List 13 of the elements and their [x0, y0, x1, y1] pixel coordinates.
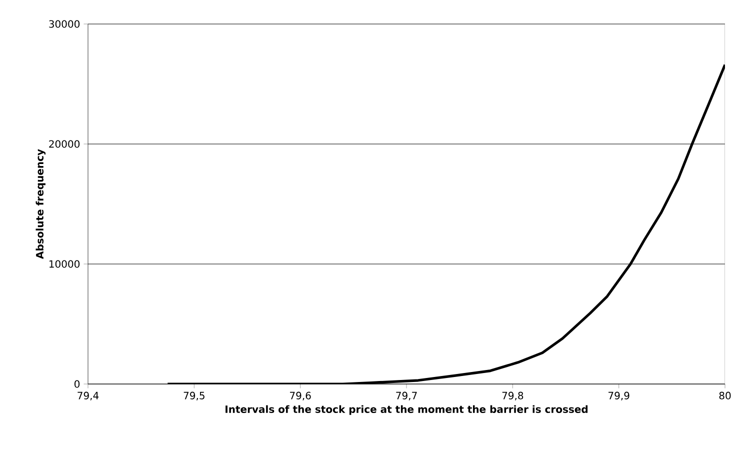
y-tick-label: 20000	[49, 140, 80, 148]
x-tick-label: 80	[719, 392, 731, 400]
y-tick-label: 30000	[49, 20, 80, 28]
y-axis-title: Absolute frequency	[36, 149, 46, 259]
x-tick-label: 79,6	[290, 392, 311, 400]
x-tick-label: 79,8	[502, 392, 524, 400]
x-axis-title: Intervals of the stock price at the moment the barrier is crossed	[226, 405, 588, 415]
y-tick-label: 10000	[49, 260, 80, 268]
y-tick-label: 0	[74, 380, 80, 388]
x-tick-label: 79,4	[78, 392, 99, 400]
x-tick-label: 79,9	[608, 392, 630, 400]
x-tick-label: 79,5	[184, 392, 204, 400]
x-tick-label: 79,7	[396, 392, 417, 400]
